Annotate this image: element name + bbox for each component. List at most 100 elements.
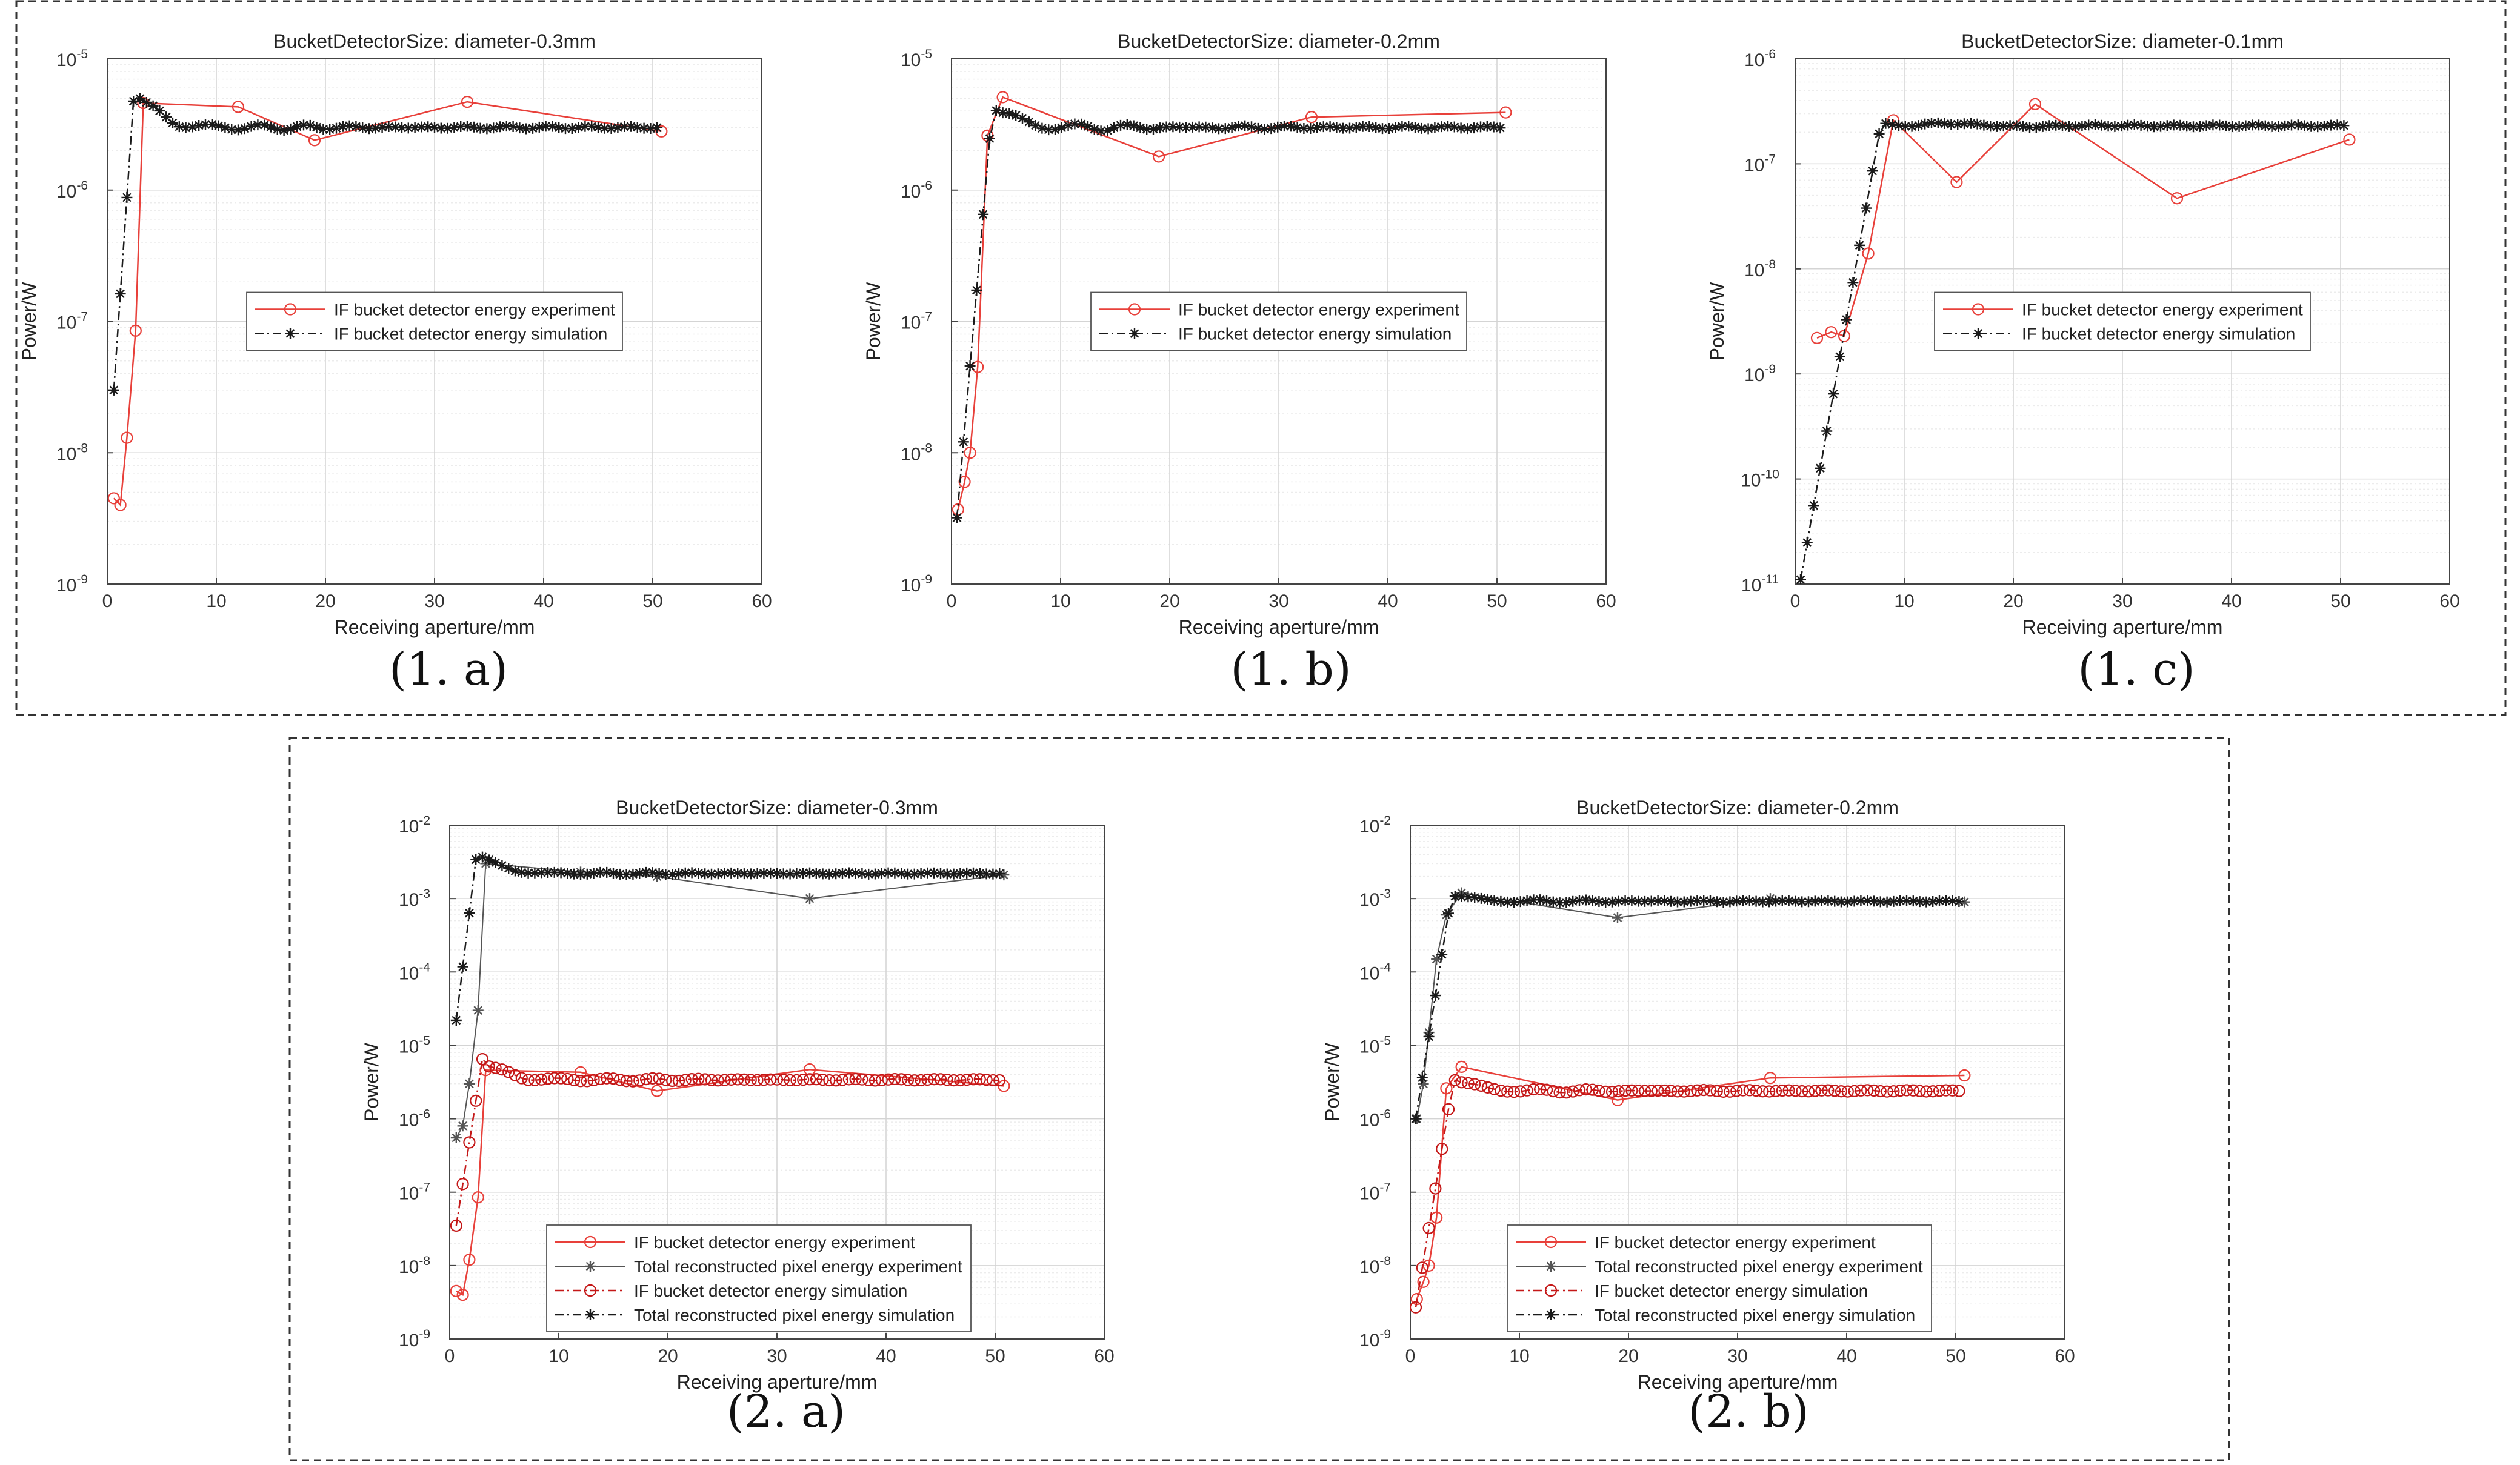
- data-point: [1499, 106, 1512, 119]
- chart-title: BucketDetectorSize: diameter-0.3mm: [616, 797, 938, 819]
- data-point: [1612, 912, 1623, 923]
- data-point: [507, 121, 519, 133]
- data-point: [1580, 894, 1592, 906]
- data-point: [568, 1074, 581, 1086]
- legend: IF bucket detector energy experiment IF b…: [246, 291, 623, 351]
- data-point: [1633, 895, 1644, 907]
- data-point: [645, 123, 656, 135]
- data-point: [1481, 1081, 1494, 1094]
- x-tick-label: 60: [752, 591, 772, 611]
- data-point: [1645, 1085, 1658, 1097]
- x-axis-label: Receiving aperture/mm: [1179, 616, 1379, 638]
- data-point: [490, 857, 501, 868]
- data-point: [455, 121, 467, 132]
- data-point: [1567, 1085, 1579, 1098]
- data-point: [562, 868, 573, 879]
- data-point: [324, 124, 336, 135]
- data-point: [974, 868, 985, 879]
- data-point: [652, 122, 663, 133]
- legend-marker: [1545, 1261, 1556, 1272]
- data-point: [481, 123, 493, 135]
- data-point: [1704, 1084, 1717, 1097]
- data-point: [1691, 1084, 1704, 1097]
- data-point: [1115, 119, 1126, 131]
- data-point: [928, 1073, 941, 1086]
- data-point: [1410, 1113, 1421, 1124]
- data-point: [1181, 122, 1192, 133]
- data-point: [672, 1074, 685, 1088]
- data-point: [1946, 1084, 1959, 1097]
- data-point: [121, 191, 133, 203]
- data-point: [599, 122, 610, 134]
- chart-1c: 0 10 20 30 40 50 60 10-11 10-10 10-9 10-8 10-7 10-6 B…: [1706, 30, 2460, 696]
- data-point: [1502, 896, 1513, 908]
- x-tick-label: 0: [947, 591, 957, 611]
- data-point: [450, 1014, 462, 1026]
- data-point: [1718, 896, 1729, 908]
- chart-title: BucketDetectorSize: diameter-0.3mm: [273, 30, 596, 52]
- data-point: [1881, 896, 1893, 908]
- data-point: [958, 436, 969, 448]
- data-point: [508, 1069, 522, 1081]
- data-point: [2142, 121, 2153, 132]
- legend-label: IF bucket detector energy simulation: [634, 1281, 907, 1300]
- data-point: [870, 868, 881, 880]
- data-point: [666, 1074, 679, 1088]
- data-point: [2259, 120, 2271, 131]
- data-point: [457, 961, 468, 972]
- data-point: [1246, 121, 1257, 133]
- y-tick-label: 10-4: [1359, 960, 1391, 983]
- data-point: [1808, 1085, 1821, 1097]
- data-point: [712, 1074, 724, 1087]
- data-point: [2168, 119, 2179, 131]
- data-point: [304, 119, 316, 131]
- data-point: [357, 122, 368, 134]
- data-point: [121, 431, 133, 444]
- x-tick-label: 30: [2112, 591, 2132, 611]
- data-point: [627, 1075, 639, 1088]
- data-point: [686, 867, 698, 879]
- legend-label: IF bucket detector energy experiment: [634, 1233, 915, 1252]
- data-point: [502, 1066, 515, 1078]
- x-tick-label: 50: [985, 1346, 1005, 1366]
- data-point: [1462, 123, 1473, 135]
- data-point: [2305, 121, 2317, 132]
- data-point: [1442, 1103, 1455, 1115]
- legend-marker: [584, 1235, 597, 1249]
- data-point: [193, 120, 205, 131]
- data-point: [1952, 119, 1964, 130]
- data-point: [456, 1288, 469, 1301]
- data-point: [2299, 120, 2310, 131]
- data-point: [1764, 896, 1775, 908]
- data-point: [1076, 118, 1087, 130]
- data-point: [784, 1074, 796, 1087]
- data-point: [699, 1073, 712, 1086]
- data-point: [1658, 1084, 1671, 1097]
- data-point: [510, 865, 521, 877]
- data-point: [882, 1073, 895, 1086]
- data-point: [1939, 1084, 1952, 1097]
- data-point: [1953, 1085, 1965, 1097]
- data-point: [1796, 1085, 1808, 1098]
- data-point: [115, 288, 126, 299]
- data-point: [1953, 896, 1965, 908]
- x-tick-label: 10: [1050, 591, 1070, 611]
- panel-label: (1. b): [1230, 643, 1351, 696]
- y-axis-label: Power/W: [361, 1042, 382, 1121]
- data-point: [370, 122, 381, 134]
- data-point: [1429, 1182, 1442, 1195]
- data-point: [1782, 1084, 1795, 1097]
- data-point: [653, 1072, 665, 1085]
- x-tick-label: 20: [2003, 591, 2023, 611]
- data-point: [1678, 1085, 1690, 1098]
- data-point: [1422, 123, 1434, 135]
- data-point: [1920, 1085, 1933, 1098]
- data-point: [830, 868, 842, 880]
- data-point: [972, 360, 984, 373]
- data-point: [2070, 121, 2081, 133]
- data-point: [765, 867, 776, 879]
- data-point: [416, 121, 427, 133]
- legend-box: [1090, 291, 1467, 351]
- data-point: [810, 1073, 822, 1086]
- data-point: [574, 1066, 587, 1078]
